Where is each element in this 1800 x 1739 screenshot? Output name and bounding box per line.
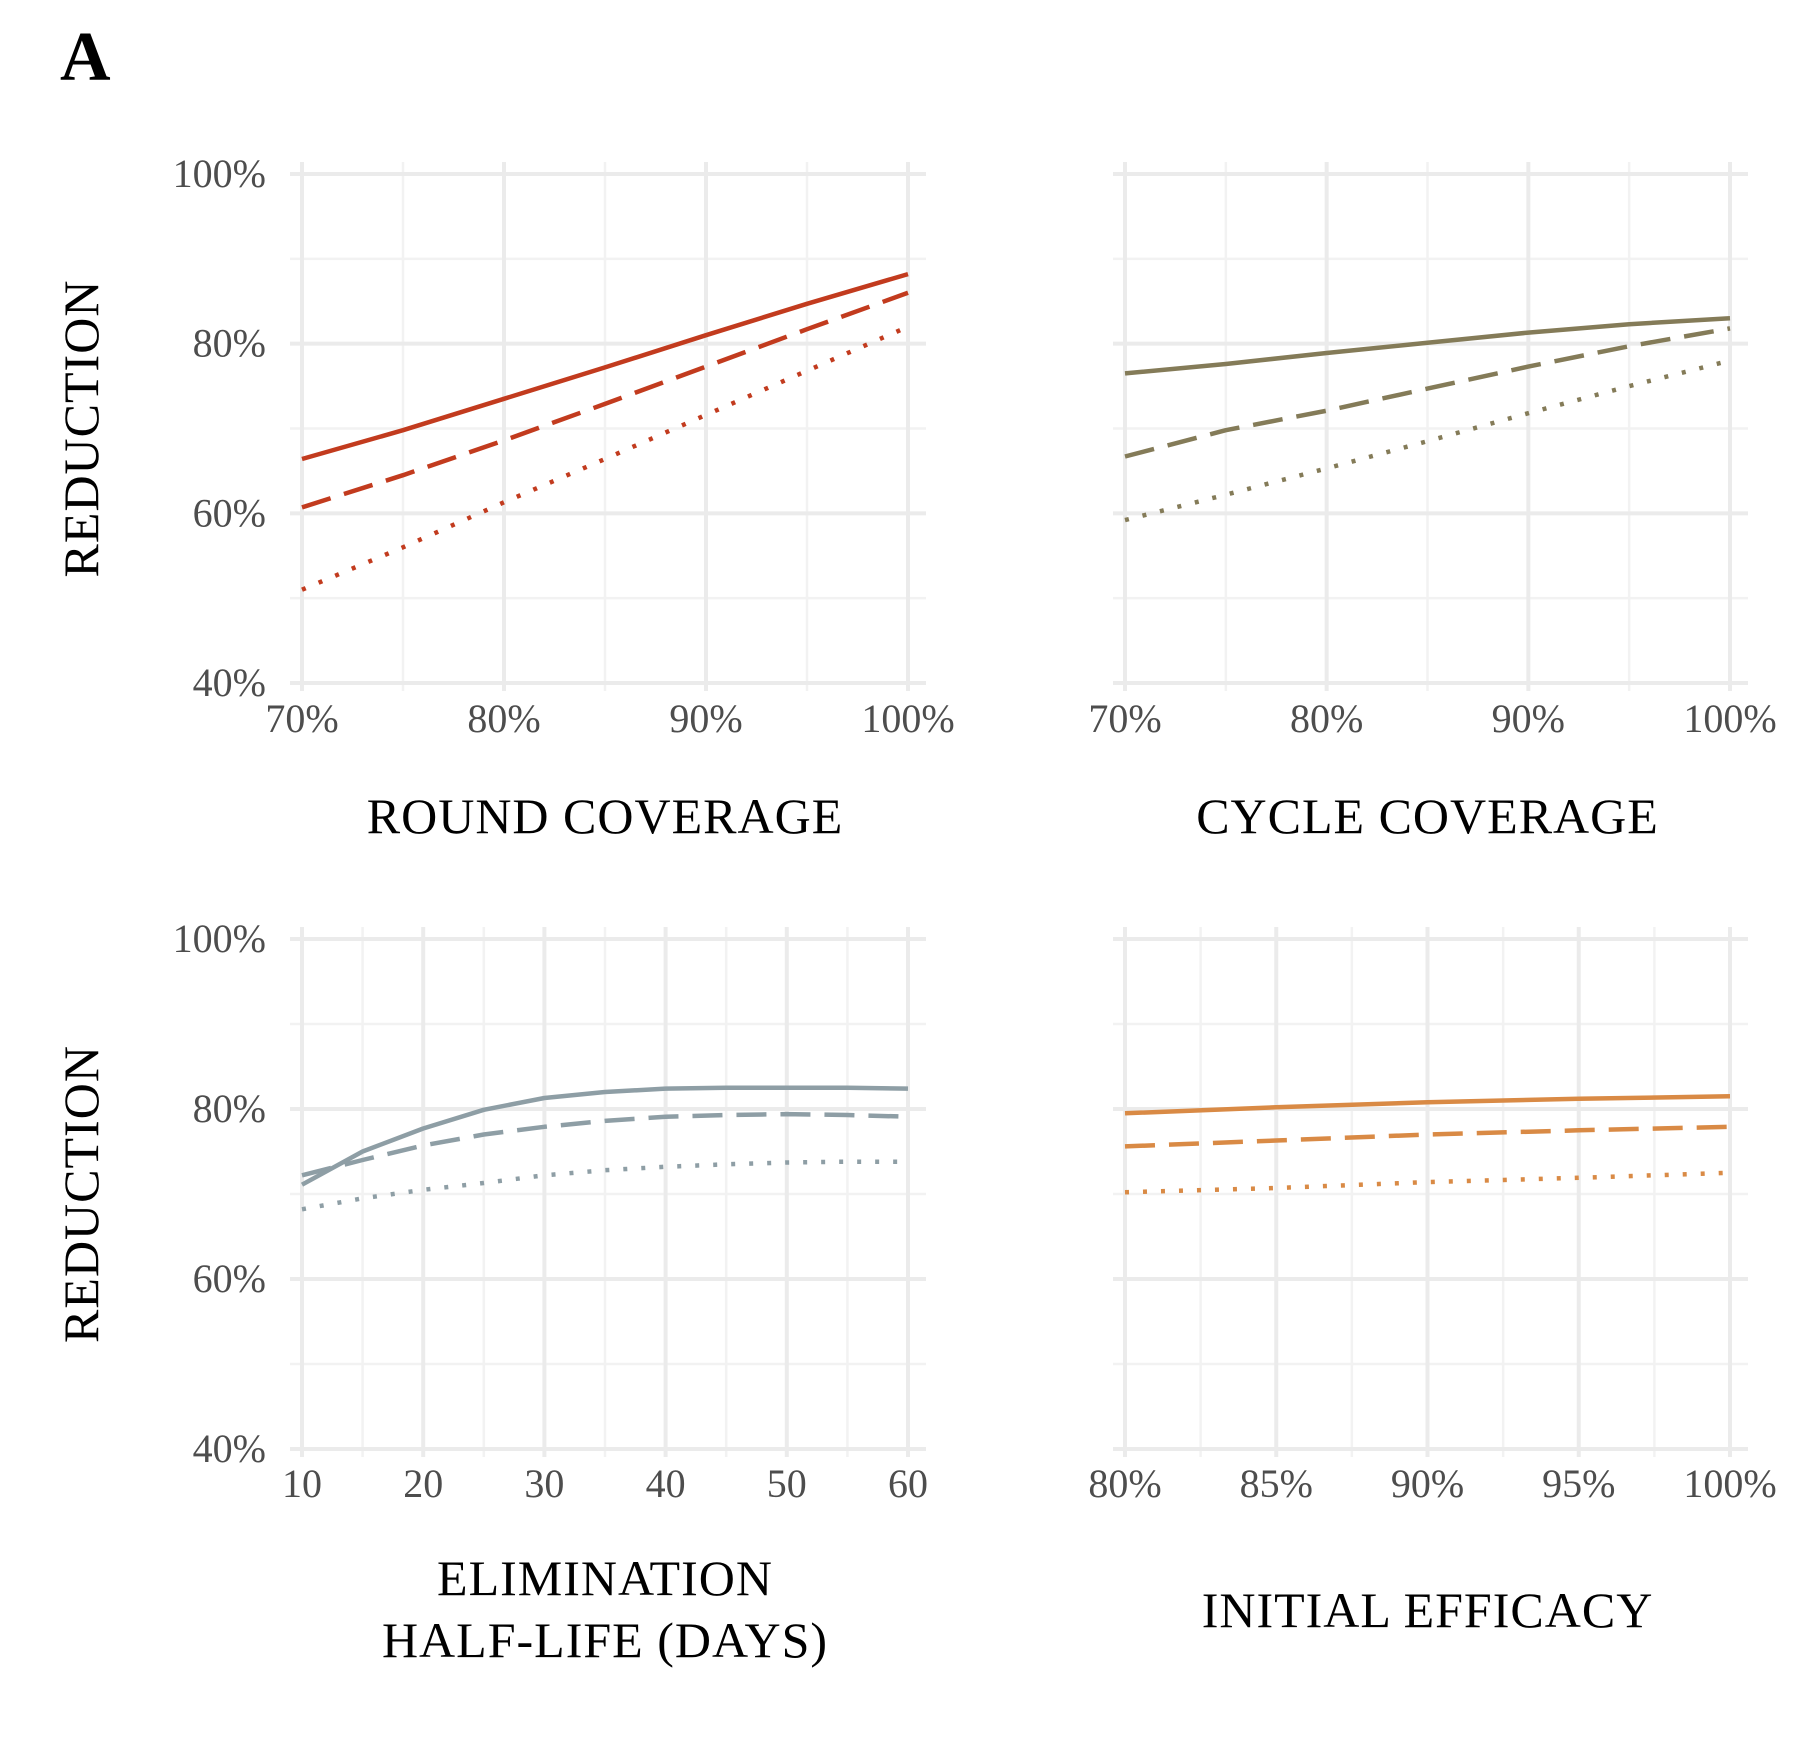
x-tick-label: 90% [1492,696,1565,741]
grid [1113,927,1748,1457]
y-tick-label: 100% [173,151,266,196]
series-line-solid [301,271,909,462]
x-tick-label: 50 [767,1461,807,1506]
x-axis-title: HALF-LIFE (DAYS) [382,1612,828,1668]
x-tick-label: 100% [1683,1461,1776,1506]
series-line-dashed [301,1111,909,1178]
series-line-dashed [1124,1124,1731,1149]
x-tick-label: 70% [1088,696,1161,741]
x-tick-label: 80% [1088,1461,1161,1506]
x-tick-label: 90% [669,696,742,741]
y-axis-title: REDUCTION [53,280,109,578]
y-tick-label: 40% [193,1426,266,1471]
x-axis-title: ELIMINATION [437,1550,773,1606]
x-tick-label: 85% [1240,1461,1313,1506]
x-tick-label: 40 [646,1461,686,1506]
x-tick-label: 90% [1391,1461,1464,1506]
grid [1113,162,1748,691]
series-line-dotted [301,1159,908,1212]
series-line-solid [300,1085,909,1187]
x-tick-label: 70% [265,696,338,741]
series-line-dotted [1124,1170,1731,1195]
x-axis-title: ROUND COVERAGE [367,788,844,844]
y-tick-label: 60% [193,490,266,535]
chart-panel-top-left: 70% 80% 90% 100% 40% 60% 80% 100% ROUND COVERAGE… [53,151,955,844]
x-tick-label: 100% [861,696,954,741]
x-tick-label: 20 [403,1461,443,1506]
x-tick-label: 80% [467,696,540,741]
series-line-solid [1124,315,1731,376]
x-tick-label: 80% [1290,696,1363,741]
x-tick-label: 60 [888,1461,928,1506]
series-line-dashed [301,290,909,510]
x-axis-title: CYCLE COVERAGE [1196,788,1659,844]
grid [290,927,926,1457]
y-tick-label: 80% [193,1086,266,1131]
x-tick-label: 10 [282,1461,322,1506]
y-axis-title: REDUCTION [53,1045,109,1343]
y-tick-label: 40% [193,660,266,705]
x-tick-label: 100% [1683,696,1776,741]
x-tick-label: 30 [524,1461,564,1506]
chart-panel-top-right: 70% 80% 90% 100% CYCLE COVERAGE [1088,162,1777,844]
grid [290,162,926,691]
y-tick-label: 80% [193,321,266,366]
chart-panels: 70% 80% 90% 100% 40% 60% 80% 100% ROUND COVERAGE… [53,151,1777,1668]
series-line-solid [1124,1094,1731,1116]
y-tick-label: 60% [193,1256,266,1301]
y-tick-label: 100% [173,916,266,961]
x-tick-label: 95% [1542,1461,1615,1506]
series-line-dotted [301,324,909,592]
chart-panel-bottom-left: 10 20 30 40 50 60 40% 60% 80% 100% ELIMINATION HALF… [53,916,928,1668]
series-line-dashed [1124,326,1731,459]
x-axis-title: INITIAL EFFICACY [1202,1582,1654,1638]
panel-letter: A [60,19,111,96]
chart-panel-bottom-right: 80% 85% 90% 95% 100% INITIAL EFFICACY [1088,927,1777,1638]
